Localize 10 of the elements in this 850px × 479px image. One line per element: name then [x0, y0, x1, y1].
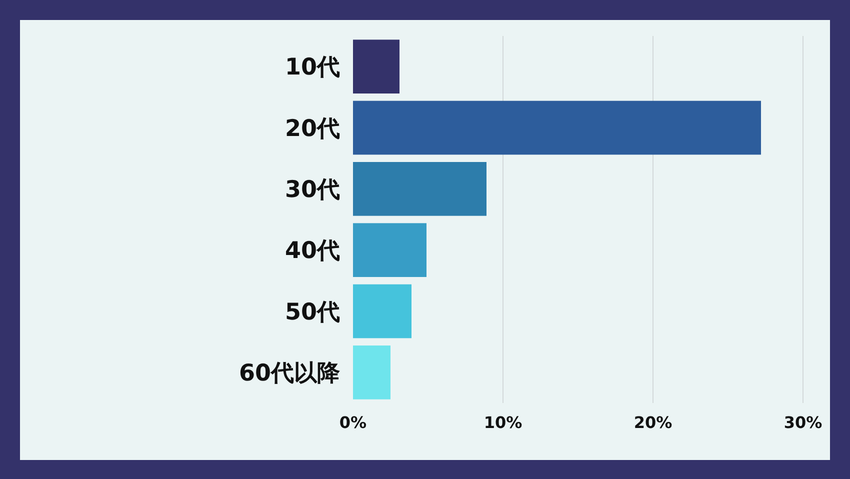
y-tick-label: 10代 — [284, 54, 340, 81]
y-tick-label: 40代 — [284, 238, 340, 264]
y-tick-label: 30代 — [284, 176, 340, 203]
y-tick-label: 50代 — [284, 299, 340, 326]
x-tick-label: 20% — [634, 413, 672, 432]
x-tick-label: 0% — [339, 413, 367, 432]
x-tick-label: 30% — [784, 413, 822, 432]
y-tick-label: 20代 — [284, 116, 340, 142]
y-tick-label: 60代以降 — [238, 360, 341, 386]
x-tick-label: 10% — [484, 413, 522, 432]
